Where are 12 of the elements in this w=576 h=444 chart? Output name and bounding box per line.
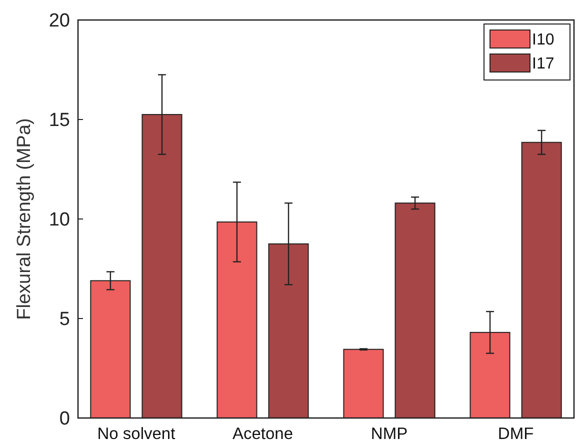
x-tick-label: No solvent	[97, 425, 176, 443]
y-tick-label: 20	[48, 10, 70, 32]
y-tick-label: 15	[48, 110, 70, 132]
legend-label: I10	[532, 32, 554, 49]
y-tick-label: 0	[59, 408, 70, 430]
y-axis-title: Flexural Strength (MPa)	[14, 118, 35, 320]
y-tick-label: 10	[48, 210, 70, 231]
x-tick-label: DMF	[498, 425, 534, 443]
legend-label: I17	[532, 56, 554, 73]
x-tick-label: NMP	[370, 425, 408, 443]
y-tick-label: 5	[59, 309, 70, 330]
x-tick-label: Acetone	[232, 425, 294, 443]
